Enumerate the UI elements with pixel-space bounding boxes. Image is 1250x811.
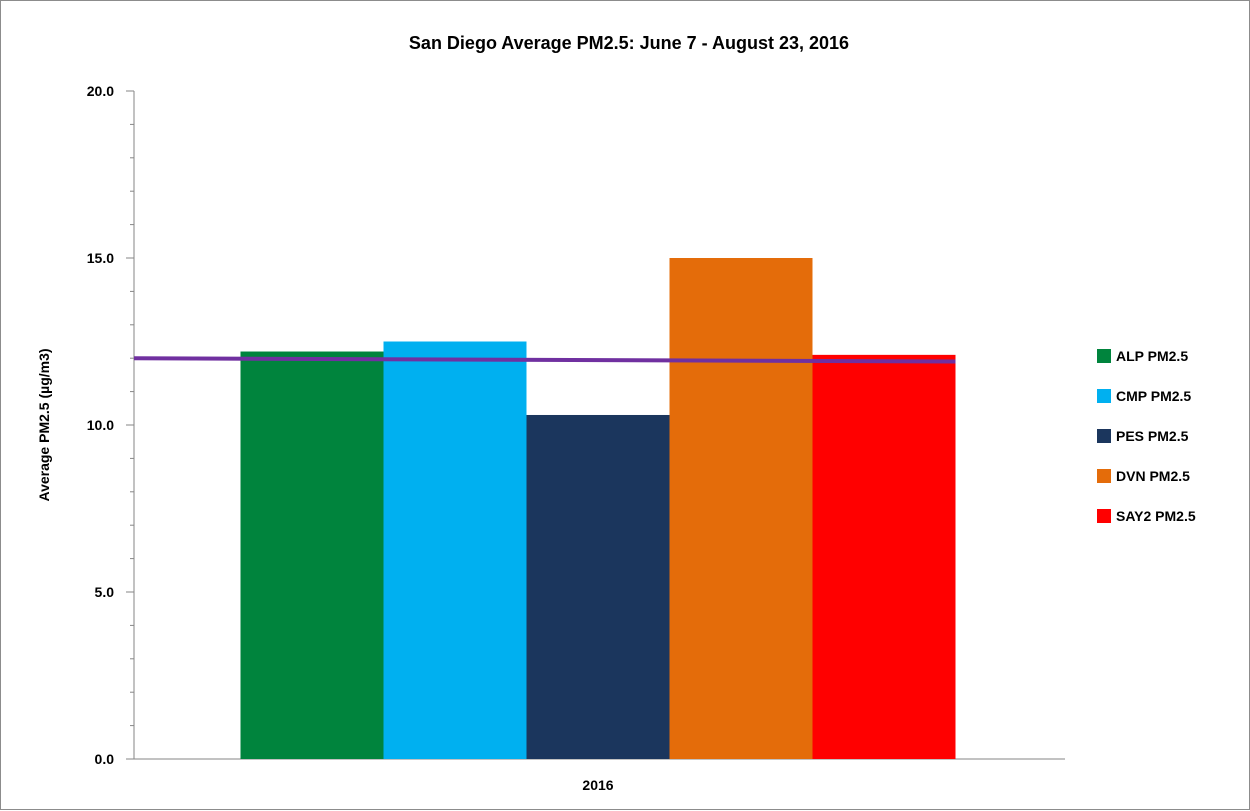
y-axis-title: Average PM2.5 (µg/m3): [36, 348, 52, 501]
bar-cmp: [383, 341, 527, 759]
chart-title: San Diego Average PM2.5: June 7 - August…: [409, 33, 849, 53]
bar-say2: [812, 354, 956, 759]
legend-label: DVN PM2.5: [1116, 468, 1190, 484]
legend-label: SAY2 PM2.5: [1116, 508, 1196, 524]
y-tick-label: 0.0: [95, 751, 115, 767]
bar-pes: [526, 414, 670, 759]
y-tick-label: 15.0: [87, 250, 114, 266]
y-tick-label: 20.0: [87, 83, 114, 99]
bars: [240, 258, 956, 759]
reference-line-group: [133, 356, 956, 364]
x-tick-label: 2016: [582, 777, 613, 793]
legend: ALP PM2.5 CMP PM2.5 PES PM2.5 DVN PM2.5 SAY2…: [1097, 348, 1196, 524]
x-labels: 2016: [582, 777, 613, 793]
y-tick-label: 5.0: [95, 584, 115, 600]
legend-swatch: [1097, 349, 1111, 363]
legend-swatch: [1097, 429, 1111, 443]
y-tick-label: 10.0: [87, 417, 114, 433]
legend-swatch: [1097, 469, 1111, 483]
legend-swatch: [1097, 509, 1111, 523]
legend-label: PES PM2.5: [1116, 428, 1189, 444]
legend-swatch: [1097, 389, 1111, 403]
reference-line: [133, 356, 956, 364]
legend-label: ALP PM2.5: [1116, 348, 1188, 364]
bar-alp: [240, 351, 384, 759]
legend-label: CMP PM2.5: [1116, 388, 1191, 404]
bar-dvn: [669, 258, 813, 759]
y-ticks: 0.0 5.0 10.0 15.0 20.0: [87, 83, 134, 767]
